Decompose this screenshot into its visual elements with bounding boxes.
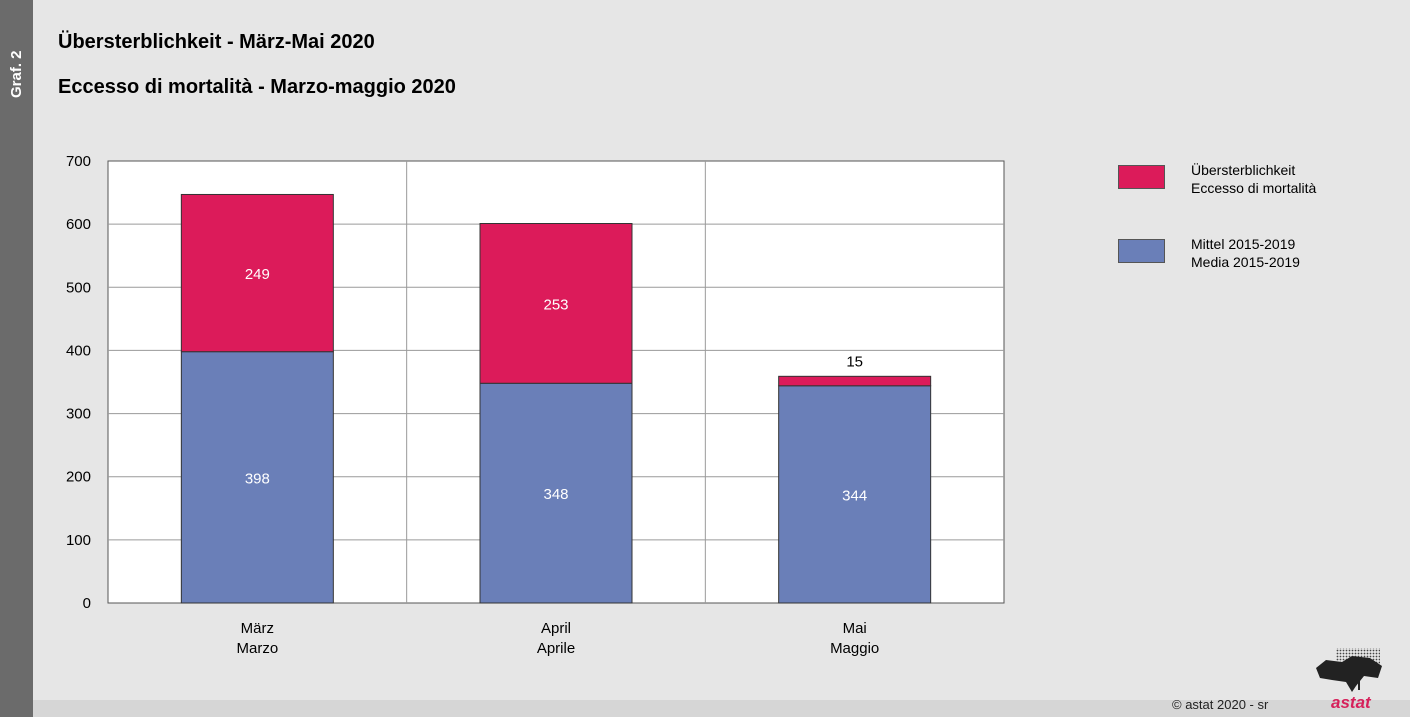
x-tick-label-it: Marzo: [236, 640, 278, 657]
bar-excess: [778, 375, 932, 387]
x-tick-label-de: April: [541, 620, 571, 637]
data-label: 348: [543, 486, 568, 503]
bar-mean: [479, 382, 633, 604]
data-label: 398: [245, 470, 270, 487]
bar-excess: [180, 193, 334, 353]
data-label: 15: [846, 353, 863, 370]
bar-mean: [778, 385, 932, 604]
bar-excess: [479, 223, 633, 384]
astat-logo-icon: [1316, 648, 1382, 692]
chart-title-it: Eccesso di mortalità - Marzo-maggio 2020: [58, 76, 456, 98]
y-tick-label: 600: [66, 216, 91, 233]
bar-mean: [180, 351, 334, 604]
legend-swatch-excess: [1118, 165, 1165, 189]
brand-name: astat: [1331, 693, 1371, 712]
y-tick-label: 300: [66, 406, 91, 423]
legend-label-excess: Übersterblichkeit Eccesso di mortalità: [1191, 162, 1317, 196]
y-tick-label: 400: [66, 342, 91, 359]
chart-title-de: Übersterblichkeit - März-Mai 2020: [58, 31, 375, 53]
data-label: 344: [842, 487, 867, 504]
y-tick-label: 200: [66, 469, 91, 486]
data-label: 249: [245, 266, 270, 283]
y-tick-label: 700: [66, 153, 91, 170]
x-tick-label-it: Aprile: [537, 640, 575, 657]
legend-swatch-mean: [1118, 239, 1165, 263]
footer-strip: [33, 700, 1410, 717]
x-tick-label-de: Mai: [843, 620, 867, 637]
x-tick-label-it: Maggio: [830, 640, 879, 657]
x-tick-label-de: März: [241, 620, 274, 637]
y-tick-label: 0: [83, 595, 91, 612]
copyright-text: © astat 2020 - sr: [1172, 697, 1269, 712]
side-bar: [0, 0, 33, 717]
data-label: 253: [543, 296, 568, 313]
legend-label-mean: Mittel 2015-2019 Media 2015-2019: [1191, 236, 1300, 270]
y-tick-label: 500: [66, 279, 91, 296]
y-tick-label: 100: [66, 532, 91, 549]
